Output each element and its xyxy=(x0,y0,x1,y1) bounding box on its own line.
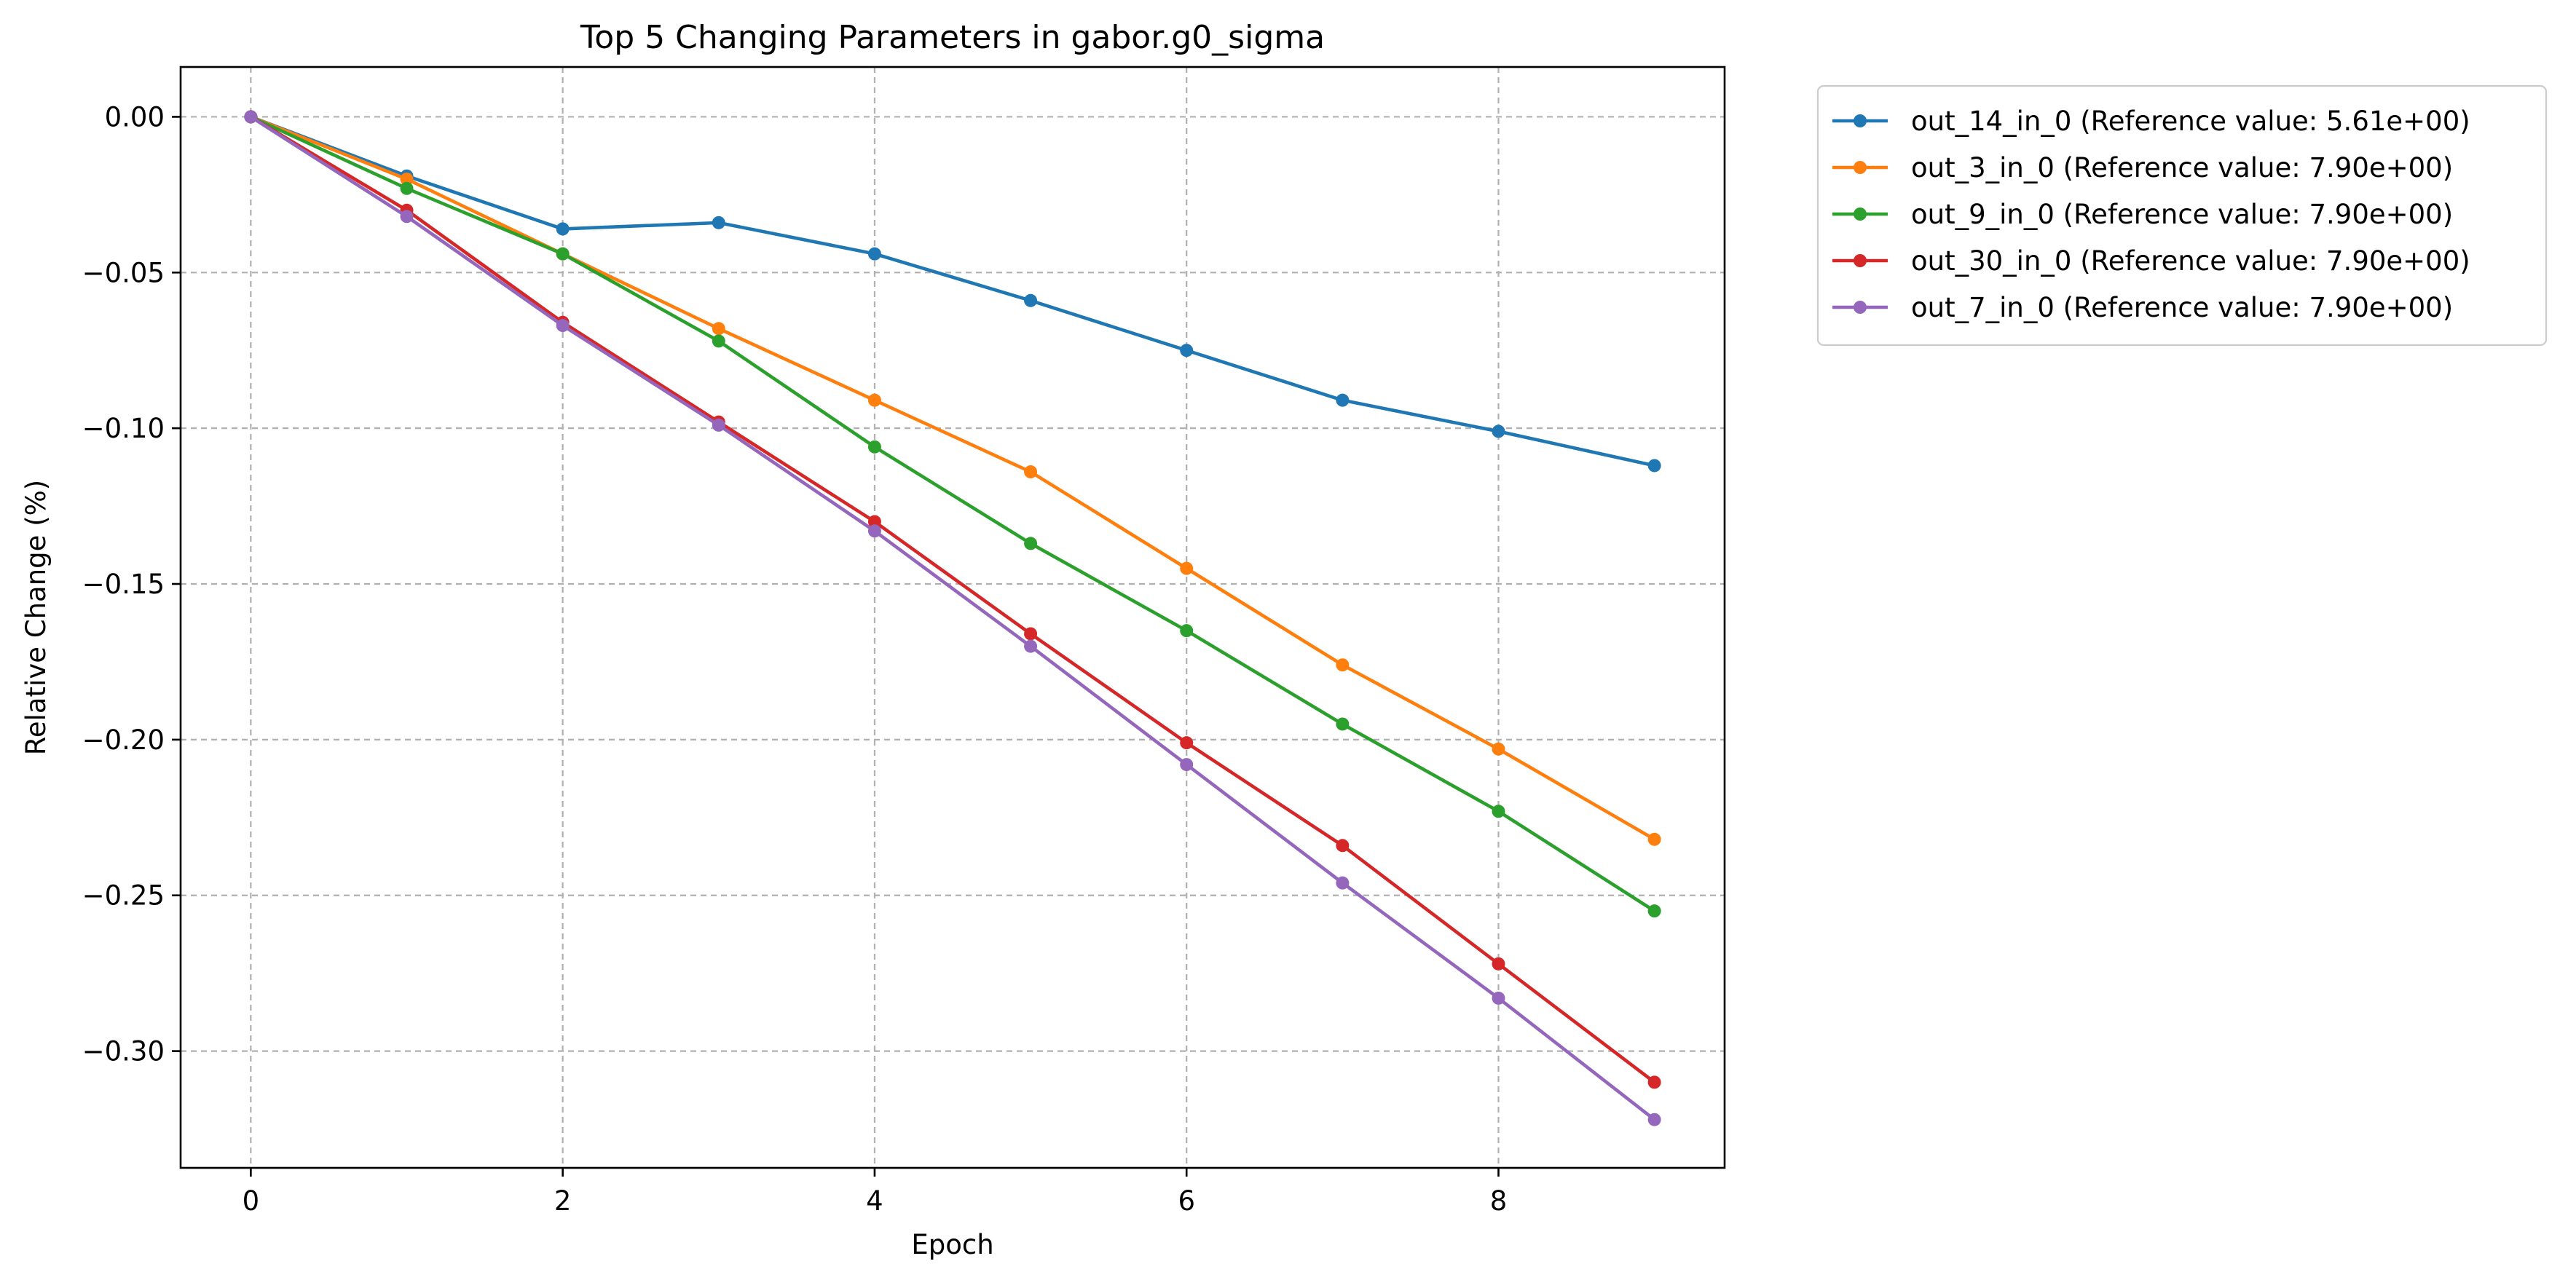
data-point xyxy=(1647,1113,1661,1126)
data-point xyxy=(867,247,881,261)
data-point xyxy=(1647,1075,1661,1089)
data-point xyxy=(400,181,414,195)
data-point xyxy=(1180,758,1194,772)
data-point xyxy=(867,440,881,454)
data-point xyxy=(867,515,881,529)
data-point xyxy=(867,393,881,407)
data-point xyxy=(1492,424,1505,438)
data-point xyxy=(1492,991,1505,1005)
x-tick-label: 6 xyxy=(1178,1185,1195,1217)
data-point xyxy=(556,222,570,236)
y-tick-label: −0.05 xyxy=(82,257,165,288)
legend-swatch-marker xyxy=(1854,161,1867,174)
data-point xyxy=(712,334,725,348)
data-point xyxy=(1492,957,1505,971)
legend-item: out_30_in_0 (Reference value: 7.90e+00) xyxy=(1832,245,2470,277)
data-point xyxy=(1647,832,1661,846)
data-point xyxy=(556,247,570,261)
y-tick-label: −0.10 xyxy=(82,413,165,444)
axis-ticks: 0 2 4 6 8 0.00 −0.05 −0.10 −0.15 −0.20 −0.25 −0.30 xyxy=(82,101,1508,1217)
series-2 xyxy=(244,110,1661,846)
data-point xyxy=(1024,627,1038,641)
series-4 xyxy=(244,110,1661,1089)
legend-label: out_3_in_0 (Reference value: 7.90e+00) xyxy=(1911,152,2453,183)
x-tick-label: 4 xyxy=(866,1185,883,1217)
grid xyxy=(181,67,1725,1168)
series-3 xyxy=(244,110,1661,918)
data-point xyxy=(1492,742,1505,756)
data-point xyxy=(400,172,414,186)
y-axis-label: Relative Change (%) xyxy=(20,480,52,755)
legend-label: out_7_in_0 (Reference value: 7.90e+00) xyxy=(1911,292,2453,323)
legend-label: out_30_in_0 (Reference value: 7.90e+00) xyxy=(1911,245,2470,277)
data-point xyxy=(1336,393,1350,407)
legend-label: out_14_in_0 (Reference value: 5.61e+00) xyxy=(1911,106,2470,137)
series-line xyxy=(250,115,1656,1121)
data-point xyxy=(867,524,881,538)
legend: out_14_in_0 (Reference value: 5.61e+00) o… xyxy=(1816,84,2548,347)
legend-item: out_7_in_0 (Reference value: 7.90e+00) xyxy=(1832,292,2453,323)
series-line xyxy=(250,115,1655,841)
data-point xyxy=(1492,805,1505,818)
series-1 xyxy=(244,110,1661,473)
x-tick-label: 0 xyxy=(243,1185,260,1217)
y-tick-label: −0.30 xyxy=(82,1036,165,1067)
data-point xyxy=(1024,293,1038,307)
data-point xyxy=(1024,465,1038,479)
data-point xyxy=(712,418,725,432)
data-point xyxy=(1180,561,1194,575)
x-tick-label: 8 xyxy=(1490,1185,1508,1217)
legend-label: out_9_in_0 (Reference value: 7.90e+00) xyxy=(1911,199,2453,230)
data-point xyxy=(712,216,725,229)
y-tick-label: −0.25 xyxy=(82,880,165,912)
series-line xyxy=(250,115,1655,467)
data-point xyxy=(1024,537,1038,550)
data-point xyxy=(1180,736,1194,750)
data-point xyxy=(556,319,570,333)
data-point xyxy=(1180,624,1194,638)
legend-swatch-marker xyxy=(1854,301,1867,314)
legend-item: out_9_in_0 (Reference value: 7.90e+00) xyxy=(1832,199,2453,230)
data-point xyxy=(1336,658,1350,672)
legend-swatch-marker xyxy=(1854,208,1867,221)
data-point xyxy=(244,110,258,124)
legend-frame xyxy=(1816,84,2548,347)
x-tick-label: 2 xyxy=(554,1185,572,1217)
data-point xyxy=(712,322,725,336)
y-tick-label: 0.00 xyxy=(105,101,165,133)
y-tick-label: −0.20 xyxy=(82,724,165,756)
legend-swatch-marker xyxy=(1854,254,1867,267)
data-point xyxy=(400,210,414,224)
data-point xyxy=(1336,839,1350,853)
data-point xyxy=(1647,904,1661,918)
data-point xyxy=(1024,639,1038,653)
legend-item: out_14_in_0 (Reference value: 5.61e+00) xyxy=(1832,106,2470,137)
data-point xyxy=(1180,344,1194,357)
x-axis-label: Epoch xyxy=(911,1229,993,1260)
series-line xyxy=(250,115,1655,913)
series-lines xyxy=(244,110,1661,1126)
data-point xyxy=(1647,459,1661,473)
data-point xyxy=(1336,717,1350,731)
series-5 xyxy=(244,110,1661,1126)
legend-item: out_3_in_0 (Reference value: 7.90e+00) xyxy=(1832,152,2453,183)
chart-title: Top 5 Changing Parameters in gabor.g0_si… xyxy=(580,19,1325,56)
plot-area-frame xyxy=(179,66,1726,1169)
data-point xyxy=(1336,876,1350,890)
series-line xyxy=(250,115,1656,1084)
y-tick-label: −0.15 xyxy=(82,569,165,600)
legend-swatch-marker xyxy=(1854,114,1867,127)
